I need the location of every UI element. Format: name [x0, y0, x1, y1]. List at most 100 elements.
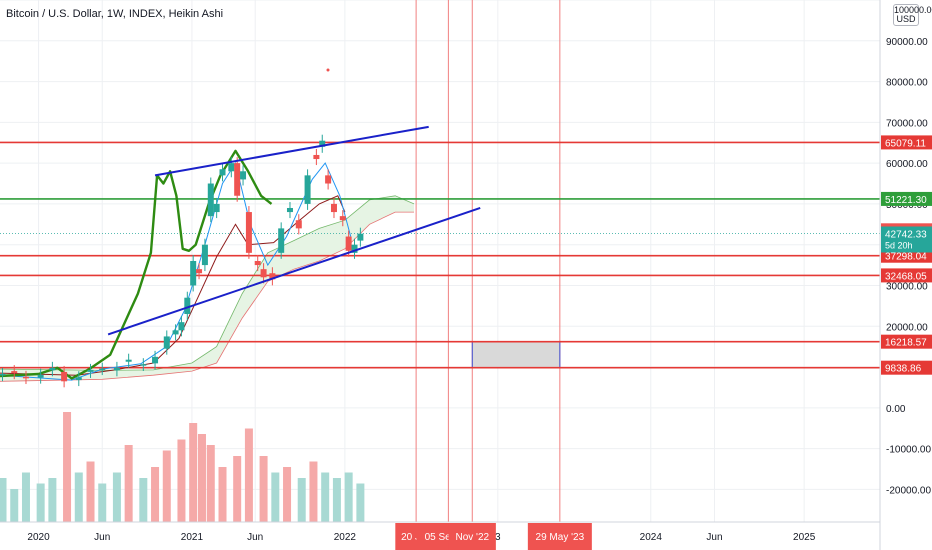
trendline-1[interactable]	[154, 125, 429, 177]
volume-bar	[189, 423, 198, 522]
lagging-span-line	[0, 149, 273, 380]
volume-bar	[356, 483, 365, 522]
volume-bar	[0, 478, 7, 522]
price-tag-16218.57[interactable]: 16218.57	[881, 334, 932, 349]
volume-bar	[21, 472, 30, 522]
candle	[319, 140, 326, 147]
candle	[163, 336, 170, 349]
cloud-upper-line	[0, 195, 415, 371]
volume-bar	[86, 461, 95, 522]
y-tick-label: 90000.00	[886, 37, 928, 48]
price-tag-bg	[881, 226, 932, 253]
price-tag-bg	[881, 268, 932, 283]
candle	[87, 369, 94, 372]
y-tick-label: 30000.00	[886, 281, 928, 292]
price-tag-bg	[881, 360, 932, 375]
candlesticks	[0, 134, 364, 388]
price-tag-51221.30[interactable]: 51221.30	[881, 191, 932, 206]
currency-badge-unit: USD	[896, 14, 916, 24]
volume-bar	[48, 478, 57, 522]
date-marker-bg	[527, 523, 592, 550]
candle	[207, 183, 214, 217]
volume-bar	[124, 445, 133, 522]
grid	[0, 0, 880, 522]
y-tick-label: 20000.00	[886, 322, 928, 333]
volume-bar	[10, 489, 19, 522]
candle	[184, 297, 191, 315]
volume-bar	[112, 472, 121, 522]
trendline-2[interactable]	[107, 207, 481, 336]
chart-title: Bitcoin / U.S. Dollar, 1W, INDEX, Heikin…	[6, 8, 224, 20]
date-marker-label[interactable]: 29 May '23	[527, 523, 592, 550]
candle	[113, 367, 120, 371]
marker-dot	[326, 68, 330, 72]
currency-badge[interactable]: 100000.00 USD	[893, 4, 932, 26]
price-tag-32468.05[interactable]: 32468.05	[881, 268, 932, 283]
candle	[313, 154, 320, 160]
candle	[152, 356, 159, 364]
candle	[260, 269, 267, 278]
volume-bar	[139, 478, 148, 522]
volume-bar	[244, 428, 253, 522]
date-marker-text: 05 Sep '22	[425, 532, 473, 543]
volume-bar	[98, 483, 107, 522]
candle	[99, 368, 106, 371]
volume-bar	[151, 467, 160, 522]
projection-box[interactable]	[471, 341, 561, 369]
date-marker-label[interactable]: Nov '22	[448, 523, 496, 550]
candle	[357, 233, 364, 241]
candle	[254, 261, 261, 266]
y-tick-label: -10000.00	[886, 445, 931, 456]
candle	[245, 212, 252, 253]
date-marker-text: Nov '22	[455, 532, 489, 543]
x-tick-label: 2020	[27, 532, 50, 543]
candle	[190, 261, 197, 286]
price-tag-text: 37298.04	[885, 252, 927, 263]
x-tick-label: 2024	[640, 532, 663, 543]
volume-bar	[36, 483, 45, 522]
y-tick-label: 70000.00	[886, 118, 928, 129]
price-tag-9838.86[interactable]: 9838.86	[881, 360, 932, 375]
projection-box-group	[471, 341, 561, 369]
candle	[345, 236, 352, 251]
candle	[11, 371, 18, 374]
trendlines[interactable]	[107, 68, 481, 336]
currency-badge-top: 100000.00	[894, 5, 932, 15]
x-tick-label: 2021	[181, 532, 204, 543]
x-tick-label: 2025	[793, 532, 816, 543]
price-tag-text: 42742.33	[885, 230, 927, 241]
volume-bar	[321, 472, 330, 522]
candle	[196, 269, 203, 274]
candle	[125, 359, 132, 362]
volume-bars	[0, 412, 365, 522]
candle	[240, 171, 247, 180]
candle	[49, 367, 56, 371]
x-tick-label: Jun	[706, 532, 722, 543]
y-tick-label: -20000.00	[886, 485, 931, 496]
candle	[172, 330, 179, 335]
price-tag-bg	[881, 191, 932, 206]
date-marker-text: 29 May '23	[536, 532, 585, 543]
volume-bar	[283, 467, 292, 522]
candle	[304, 175, 311, 204]
candle	[37, 374, 44, 378]
candle	[351, 244, 358, 253]
volume-bar	[344, 472, 353, 522]
horizontal-levels	[0, 141, 880, 369]
candle	[140, 364, 147, 366]
x-tick-label: 3	[495, 532, 501, 543]
kijun-line	[0, 195, 346, 376]
date-marker-bg	[448, 523, 496, 550]
price-tag-bg	[881, 334, 932, 349]
volume-bar	[233, 456, 242, 522]
y-tick-label: 60000.00	[886, 159, 928, 170]
price-tag-text: 65079.11	[885, 138, 926, 149]
price-tag-text: 51221.30	[885, 195, 927, 206]
candle	[0, 373, 6, 376]
volume-bar	[162, 450, 171, 522]
price-tag-65079.11[interactable]: 65079.11	[881, 135, 932, 150]
candle	[219, 169, 226, 176]
